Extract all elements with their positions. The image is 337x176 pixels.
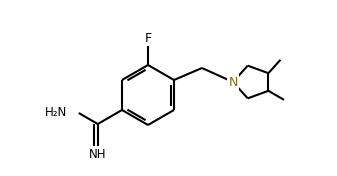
Text: F: F [145, 32, 152, 45]
Text: H₂N: H₂N [44, 106, 67, 120]
Text: N: N [228, 76, 238, 89]
Text: NH: NH [89, 147, 106, 161]
